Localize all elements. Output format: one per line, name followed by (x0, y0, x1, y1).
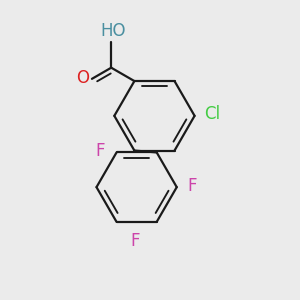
Text: F: F (188, 177, 197, 195)
Text: F: F (130, 232, 140, 250)
Text: F: F (95, 142, 105, 160)
Text: O: O (76, 69, 89, 87)
Text: Cl: Cl (204, 105, 220, 123)
Text: HO: HO (100, 22, 125, 40)
